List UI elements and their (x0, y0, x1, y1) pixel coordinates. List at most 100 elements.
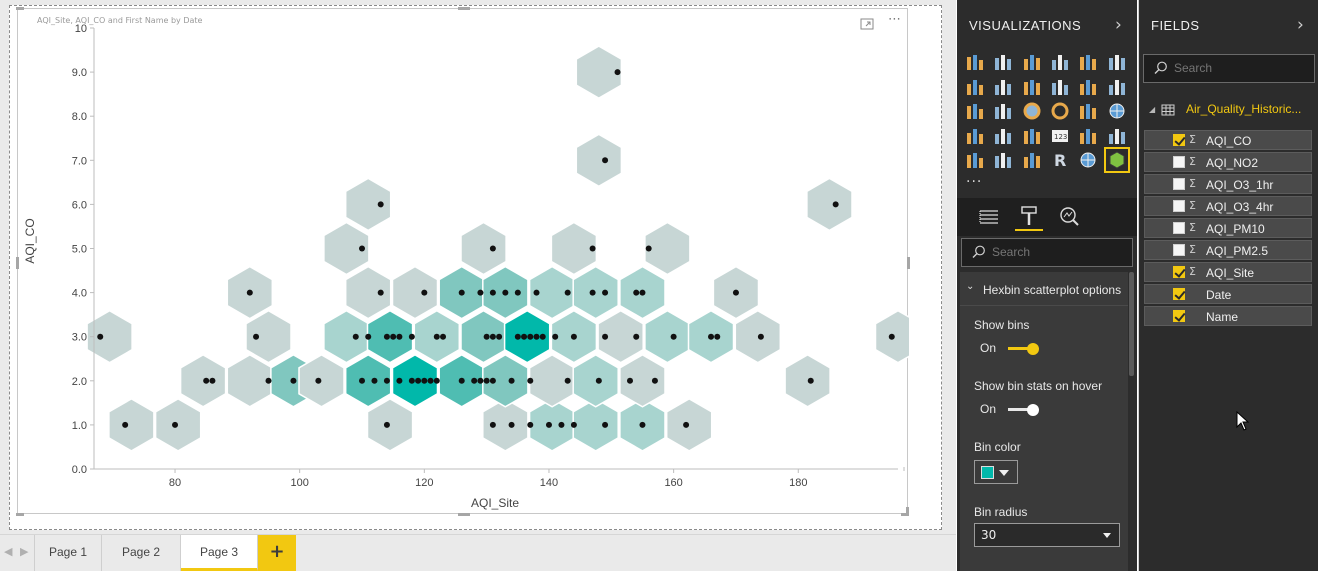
data-point[interactable] (203, 377, 210, 384)
hex-bin[interactable] (597, 309, 644, 364)
data-point[interactable] (365, 333, 372, 340)
data-point[interactable] (253, 333, 260, 340)
bin-color-picker[interactable] (974, 460, 1018, 484)
data-point[interactable] (614, 69, 621, 76)
multirow-card-icon[interactable] (1077, 125, 1099, 147)
data-point[interactable] (645, 245, 652, 252)
funnel-icon[interactable] (992, 125, 1014, 147)
data-point[interactable] (290, 377, 297, 384)
data-point[interactable] (589, 245, 596, 252)
data-point[interactable] (377, 289, 384, 296)
treemap-icon[interactable] (1077, 100, 1099, 122)
data-point[interactable] (396, 333, 403, 340)
data-point[interactable] (433, 333, 440, 340)
100-bar-icon[interactable] (1077, 51, 1099, 73)
resize-handle[interactable] (458, 513, 470, 516)
collapse-visualizations-icon[interactable]: › (1115, 15, 1122, 35)
page-tab-1[interactable]: Page 1 (34, 535, 102, 571)
data-point[interactable] (359, 245, 365, 252)
hex-bin[interactable] (665, 398, 713, 452)
hex-bin[interactable] (344, 265, 392, 320)
resize-handle[interactable] (458, 7, 470, 10)
field-checkbox[interactable] (1173, 222, 1185, 234)
data-point[interactable] (570, 333, 577, 340)
hex-bin[interactable] (298, 353, 345, 408)
data-point[interactable] (415, 377, 422, 384)
table-node[interactable]: ◢ Air_Quality_Historic... (1139, 99, 1318, 121)
data-point[interactable] (383, 377, 390, 384)
resize-handle[interactable] (16, 257, 19, 269)
analytics-tab-icon[interactable] (1055, 203, 1083, 231)
data-point[interactable] (458, 289, 465, 296)
hex-bin[interactable] (503, 309, 551, 364)
map-icon[interactable] (1106, 100, 1128, 122)
focus-mode-icon[interactable] (860, 18, 874, 33)
data-point[interactable] (552, 333, 559, 340)
hex-bin[interactable] (323, 309, 370, 364)
field-checkbox[interactable] (1173, 266, 1185, 278)
hex-bin[interactable] (344, 177, 392, 232)
stacked-column-icon[interactable] (992, 51, 1014, 73)
data-point[interactable] (315, 377, 322, 384)
data-point[interactable] (489, 377, 496, 384)
hex-bin[interactable] (86, 309, 133, 364)
data-point[interactable] (489, 289, 496, 296)
data-point[interactable] (602, 421, 609, 428)
line-column-icon[interactable] (1049, 76, 1071, 98)
resize-handle[interactable] (16, 7, 24, 10)
data-point[interactable] (433, 377, 440, 384)
format-tab-icon[interactable] (1015, 203, 1043, 231)
format-scrollbar[interactable] (1129, 272, 1134, 376)
kpi-icon[interactable] (1106, 125, 1128, 147)
format-search-box[interactable] (961, 238, 1133, 267)
data-point[interactable] (440, 333, 447, 340)
data-point[interactable] (421, 377, 428, 384)
field-item[interactable]: Σ AQI_Site (1144, 262, 1312, 282)
hex-bin[interactable] (572, 265, 619, 320)
resize-handle[interactable] (906, 507, 909, 515)
resize-handle[interactable] (16, 513, 24, 516)
line-chart-icon[interactable] (964, 76, 986, 98)
hex-bin[interactable] (366, 309, 414, 364)
data-point[interactable] (352, 333, 359, 340)
data-point[interactable] (458, 377, 465, 384)
data-point[interactable] (514, 289, 521, 296)
data-point[interactable] (595, 377, 602, 384)
matrix-icon[interactable] (1021, 149, 1043, 171)
add-page-button[interactable]: + (258, 535, 296, 571)
scatter-icon[interactable] (992, 100, 1014, 122)
data-point[interactable] (477, 289, 484, 296)
data-point[interactable] (714, 333, 721, 340)
line-clustered-icon[interactable] (1077, 76, 1099, 98)
data-point[interactable] (359, 377, 365, 384)
data-point[interactable] (832, 201, 839, 208)
waterfall-icon[interactable] (964, 100, 986, 122)
data-point[interactable] (265, 377, 272, 384)
hex-bin[interactable] (644, 309, 691, 364)
data-point[interactable] (670, 333, 677, 340)
data-point[interactable] (489, 421, 496, 428)
hex-bin[interactable] (154, 398, 202, 452)
data-point[interactable] (489, 333, 496, 340)
data-point[interactable] (570, 421, 577, 428)
hex-bin[interactable] (575, 133, 623, 188)
data-point[interactable] (533, 333, 540, 340)
hex-bin[interactable] (482, 353, 529, 408)
table-icon[interactable] (992, 149, 1014, 171)
data-point[interactable] (421, 289, 428, 296)
data-point[interactable] (489, 245, 496, 252)
hex-bin[interactable] (344, 353, 392, 408)
data-point[interactable] (757, 333, 764, 340)
next-page-icon[interactable]: ▶ (20, 545, 29, 558)
field-item[interactable]: Σ AQI_O3_1hr (1144, 174, 1312, 194)
hex-bin[interactable] (366, 398, 414, 452)
data-point[interactable] (527, 421, 534, 428)
hex-bin[interactable] (572, 353, 619, 408)
data-point[interactable] (527, 333, 534, 340)
hex-bin[interactable] (179, 353, 227, 408)
data-point[interactable] (527, 377, 534, 384)
collapse-fields-icon[interactable]: › (1297, 15, 1304, 35)
clustered-bar-icon[interactable] (1021, 51, 1043, 73)
data-point[interactable] (807, 377, 814, 384)
hex-bin[interactable] (550, 221, 598, 276)
